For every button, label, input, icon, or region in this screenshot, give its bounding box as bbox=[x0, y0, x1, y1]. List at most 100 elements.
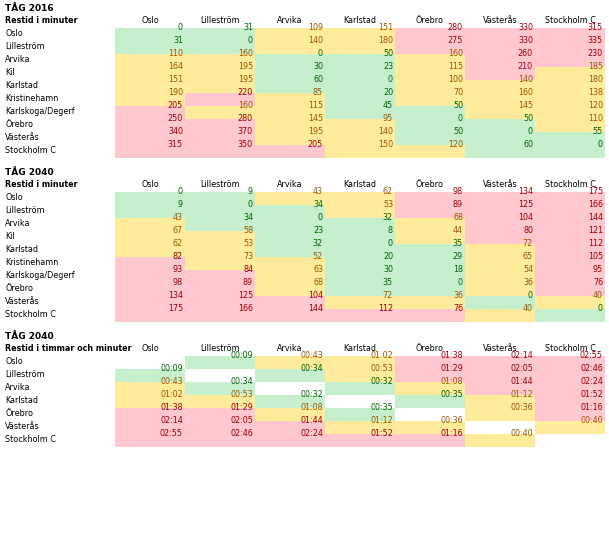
Text: 00:43: 00:43 bbox=[160, 377, 183, 386]
Text: 150: 150 bbox=[378, 140, 393, 149]
Text: 30: 30 bbox=[313, 62, 323, 71]
Text: 70: 70 bbox=[453, 88, 463, 97]
Text: Västerås: Västerås bbox=[5, 297, 40, 306]
Bar bbox=[185, 205, 255, 218]
Text: Karlskoga/Degerf: Karlskoga/Degerf bbox=[5, 271, 75, 280]
Bar bbox=[115, 369, 185, 382]
Text: 20: 20 bbox=[383, 252, 393, 261]
Bar bbox=[115, 309, 185, 322]
Text: TÅG 2040: TÅG 2040 bbox=[5, 167, 54, 177]
Text: 45: 45 bbox=[383, 101, 393, 110]
Text: 110: 110 bbox=[168, 49, 183, 58]
Text: 31: 31 bbox=[243, 23, 253, 32]
Bar bbox=[535, 395, 605, 408]
Bar bbox=[465, 231, 535, 244]
Text: Örebro: Örebro bbox=[416, 344, 444, 353]
Text: Oslo: Oslo bbox=[141, 180, 159, 189]
Bar bbox=[535, 205, 605, 218]
Text: Örebro: Örebro bbox=[416, 180, 444, 189]
Text: Lilleström: Lilleström bbox=[200, 180, 240, 189]
Bar bbox=[465, 205, 535, 218]
Text: 195: 195 bbox=[308, 127, 323, 136]
Text: 29: 29 bbox=[452, 252, 463, 261]
Bar bbox=[115, 80, 185, 93]
Bar bbox=[185, 434, 255, 447]
Text: 140: 140 bbox=[518, 75, 533, 84]
Bar bbox=[325, 395, 395, 408]
Bar bbox=[115, 205, 185, 218]
Bar bbox=[465, 132, 535, 145]
Text: Karlskoga/Degerf: Karlskoga/Degerf bbox=[5, 107, 75, 116]
Bar bbox=[325, 382, 395, 395]
Bar bbox=[395, 231, 465, 244]
Text: 82: 82 bbox=[173, 252, 183, 261]
Text: 100: 100 bbox=[448, 75, 463, 84]
Bar bbox=[185, 231, 255, 244]
Text: Kil: Kil bbox=[5, 68, 15, 77]
Bar bbox=[185, 80, 255, 93]
Bar bbox=[395, 257, 465, 270]
Text: 00:40: 00:40 bbox=[580, 416, 603, 425]
Text: 72: 72 bbox=[382, 291, 393, 300]
Text: 109: 109 bbox=[308, 23, 323, 32]
Text: 80: 80 bbox=[523, 226, 533, 235]
Bar bbox=[395, 205, 465, 218]
Bar bbox=[185, 283, 255, 296]
Text: 275: 275 bbox=[448, 36, 463, 45]
Text: 220: 220 bbox=[238, 88, 253, 97]
Text: 02:24: 02:24 bbox=[580, 377, 603, 386]
Bar bbox=[535, 309, 605, 322]
Bar bbox=[395, 41, 465, 54]
Text: 138: 138 bbox=[588, 88, 603, 97]
Text: 89: 89 bbox=[453, 200, 463, 209]
Text: Kristinehamn: Kristinehamn bbox=[5, 258, 58, 267]
Text: 330: 330 bbox=[518, 36, 533, 45]
Bar bbox=[185, 28, 255, 41]
Bar bbox=[395, 408, 465, 421]
Text: 125: 125 bbox=[518, 200, 533, 209]
Bar bbox=[465, 106, 535, 119]
Text: Lilleström: Lilleström bbox=[200, 344, 240, 353]
Text: 00:09: 00:09 bbox=[230, 351, 253, 360]
Text: 01:38: 01:38 bbox=[160, 403, 183, 412]
Bar bbox=[395, 395, 465, 408]
Bar bbox=[395, 28, 465, 41]
Bar bbox=[535, 283, 605, 296]
Bar bbox=[115, 67, 185, 80]
Text: 115: 115 bbox=[448, 62, 463, 71]
Bar bbox=[325, 192, 395, 205]
Text: 0: 0 bbox=[178, 23, 183, 32]
Text: 02:05: 02:05 bbox=[510, 364, 533, 373]
Text: 40: 40 bbox=[523, 304, 533, 313]
Bar bbox=[115, 93, 185, 106]
Bar bbox=[115, 145, 185, 158]
Text: 02:05: 02:05 bbox=[230, 416, 253, 425]
Bar bbox=[395, 382, 465, 395]
Text: 62: 62 bbox=[173, 239, 183, 248]
Text: 68: 68 bbox=[313, 278, 323, 287]
Bar bbox=[255, 132, 325, 145]
Bar bbox=[395, 283, 465, 296]
Bar bbox=[325, 369, 395, 382]
Text: 104: 104 bbox=[308, 291, 323, 300]
Bar bbox=[185, 106, 255, 119]
Text: 164: 164 bbox=[168, 62, 183, 71]
Bar bbox=[465, 257, 535, 270]
Bar bbox=[115, 28, 185, 41]
Bar bbox=[325, 41, 395, 54]
Bar bbox=[465, 41, 535, 54]
Bar bbox=[325, 231, 395, 244]
Text: 160: 160 bbox=[238, 101, 253, 110]
Text: TÅG 2016: TÅG 2016 bbox=[5, 4, 54, 12]
Bar bbox=[535, 231, 605, 244]
Text: 0: 0 bbox=[388, 75, 393, 84]
Bar bbox=[185, 309, 255, 322]
Text: Lilleström: Lilleström bbox=[5, 42, 44, 51]
Text: Västerås: Västerås bbox=[5, 422, 40, 431]
Text: 62: 62 bbox=[383, 187, 393, 196]
Bar bbox=[185, 41, 255, 54]
Bar bbox=[535, 80, 605, 93]
Bar bbox=[115, 132, 185, 145]
Text: 01:08: 01:08 bbox=[300, 403, 323, 412]
Text: 350: 350 bbox=[238, 140, 253, 149]
